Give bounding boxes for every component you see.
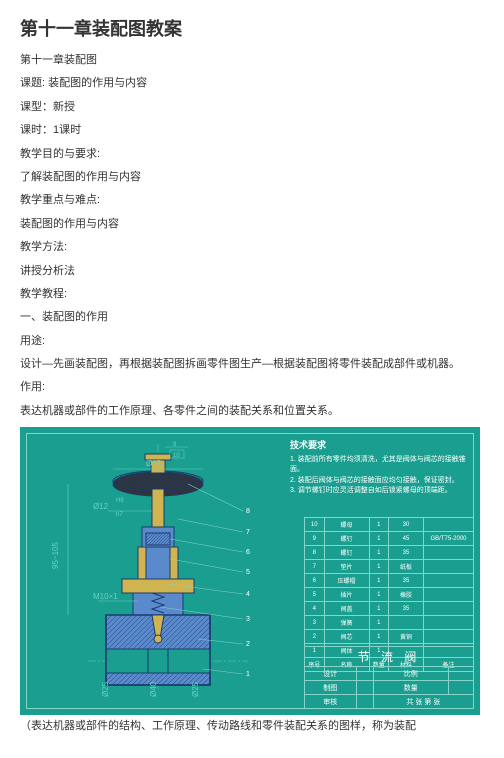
text-line: 第十一章装配图 <box>20 53 484 68</box>
callout-7: 7 <box>246 529 250 536</box>
parts-row: 9螺钉145GB/T75-2000 <box>305 532 474 546</box>
dim-95-105: 95~105 <box>51 542 60 569</box>
text-line: 设计—先画装配图，再根据装配图拆画零件图生产—根据装配图将零件装配成部件或机器。 <box>20 357 484 372</box>
dim-d65: Ø65 <box>146 459 162 468</box>
text-line: 课题: 装配图的作用与内容 <box>20 76 484 91</box>
callout-1: 1 <box>246 671 250 678</box>
text-line: 教学教程: <box>20 287 484 302</box>
parts-row: 2阀芯1黄铜 <box>305 630 474 644</box>
text-line: 了解装配图的作用与内容 <box>20 170 484 185</box>
text-line: 讲授分析法 <box>20 264 484 279</box>
tech-requirements: 技术要求 1. 装配前所有零件均须清洗，尤其是阀体与阀芯的接触锥面。 2. 装配… <box>290 439 470 497</box>
text-line: 一、装配图的作用 <box>20 310 484 325</box>
dim-m10: M10×1 <box>93 592 118 601</box>
callout-3: 3 <box>246 616 250 623</box>
tech-req-item: 2. 装配后阀体与阀芯的接触面应均匀接触，保证密封。 <box>290 476 470 487</box>
dim-h7: h7 <box>116 512 123 518</box>
tech-req-item: 1. 装配前所有零件均须清洗，尤其是阀体与阀芯的接触锥面。 <box>290 455 470 476</box>
text-line: 课型：新授 <box>20 100 484 115</box>
text-line: 教学目的与要求: <box>20 147 484 162</box>
page-title: 第十一章装配图教案 <box>20 15 484 41</box>
tech-req-item: 3. 调节螺钉时应灵活调整自如后锁紧螺母的顶端距。 <box>290 486 470 497</box>
dim-top10: 10 <box>173 453 180 459</box>
parts-row: 3弹簧1 <box>305 616 474 630</box>
text-line: 教学重点与难点: <box>20 193 484 208</box>
assembly-drawing: Ø65 Ø12 H8 h7 95~105 M10×1 Ø25 Ø25 Ø40 9… <box>20 427 480 715</box>
parts-row: 5插片1橡胶 <box>305 588 474 602</box>
tech-req-title: 技术要求 <box>290 439 470 453</box>
dim-d25a: Ø25 <box>101 682 110 698</box>
dim-d40: Ø40 <box>149 682 158 698</box>
parts-row: 8螺钉135 <box>305 546 474 560</box>
title-block-row: 制图 数量 <box>305 681 474 695</box>
callout-5: 5 <box>246 569 250 576</box>
drawing-title: 节 流 阀 <box>305 647 474 667</box>
title-block: 节 流 阀 设计 比例 制图 数量 审核 共 张 第 张 <box>304 646 474 709</box>
text-line: 课时：1课时 <box>20 123 484 138</box>
title-block-row: 审核 共 张 第 张 <box>305 695 474 709</box>
callout-4: 4 <box>246 591 250 598</box>
callout-6: 6 <box>246 549 250 556</box>
text-line: 教学方法: <box>20 240 484 255</box>
parts-row: 7垫片1纸板 <box>305 560 474 574</box>
valve-drawing: Ø65 Ø12 H8 h7 95~105 M10×1 Ø25 Ø25 Ø40 9… <box>38 439 268 699</box>
callout-8: 8 <box>246 508 250 515</box>
text-line: 作用: <box>20 380 484 395</box>
caption: （表达机器或部件的结构、工作原理、传动路线和零件装配关系的图样，称为装配 <box>20 719 484 734</box>
text-line: 表达机器或部件的工作原理、各零件之间的装配关系和位置关系。 <box>20 404 484 419</box>
parts-row: 4阀盖135 <box>305 602 474 616</box>
parts-row: 6压螺帽135 <box>305 574 474 588</box>
dim-h8: H8 <box>116 498 124 504</box>
text-line: 用途: <box>20 334 484 349</box>
callout-2: 2 <box>246 641 250 648</box>
dim-d25b: Ø25 <box>191 682 200 698</box>
dim-d12: Ø12 <box>93 502 109 511</box>
text-line: 装配图的作用与内容 <box>20 217 484 232</box>
parts-row: 10螺母130 <box>305 518 474 532</box>
title-block-row: 设计 比例 <box>305 667 474 681</box>
